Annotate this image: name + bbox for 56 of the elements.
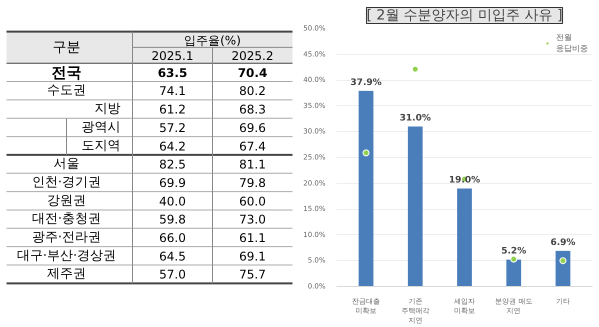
text: 2025.2 [232,48,274,63]
data-label: 59.8 [159,212,186,227]
category-label: 인천·경기권 [32,174,102,190]
category-label: 서울 [54,156,80,172]
data-label: 37.9% [350,78,382,88]
data-label: 6.9% [550,238,576,248]
category-label: 수도권 [47,83,86,98]
data-label: 19.0% [448,175,480,186]
category-label: 제주권 [47,266,86,282]
category-label: 도지역 [82,138,120,154]
data-label: 31.0% [400,114,431,124]
text: 구분 [52,39,80,56]
bar [556,250,570,286]
legend-label: 전월 응답비중 [556,32,588,54]
chart-title: [ 2월 수분양자의 미입주 사유 ] [366,8,563,24]
data-label: 74.1 [159,84,186,98]
data-label: 57.0 [159,268,186,282]
data-label: 82.5 [159,158,186,172]
category-label: 광주·전라권 [32,230,102,245]
data-label: 64.5 [159,249,186,264]
data-label: 63.5 [158,66,188,80]
point [412,66,419,73]
data-label: 81.1 [239,158,266,172]
data-label: 61.1 [239,230,266,245]
data-label: 69.9 [159,176,186,190]
point [362,149,370,156]
data-label: 5.2% [501,246,526,257]
category-label: 광역시 [82,120,120,135]
data-label: 61.2 [159,102,186,117]
category-label: 지방 [94,102,120,117]
data-label: 60.0 [239,194,266,208]
category-label: 전국 [52,63,82,82]
category-label: 대구·부산·경상권 [16,248,116,264]
point [559,257,566,264]
data-label: 66.0 [159,230,186,245]
data-label: 70.4 [238,66,268,80]
point [510,256,518,263]
text: 입주율(%) [184,33,241,48]
data-label: 67.4 [239,139,266,154]
data-label: 80.2 [239,84,266,98]
data-label: 79.8 [239,176,266,190]
bar [457,188,472,286]
data-label: 57.2 [159,120,186,135]
category-label: 대전·충청권 [32,212,102,227]
data-label: 68.3 [239,102,266,117]
category-label: 강원권 [47,193,86,208]
bar [358,90,374,286]
text: 2025.1 [152,48,194,63]
data-label: 73.0 [239,212,266,227]
bar [408,126,423,286]
data-label: 69.1 [239,249,266,264]
bar [506,260,522,286]
data-label: 69.6 [239,120,266,135]
data-label: 64.2 [159,139,186,154]
data-label: 40.0 [159,194,186,208]
data-label: 75.7 [239,268,266,282]
